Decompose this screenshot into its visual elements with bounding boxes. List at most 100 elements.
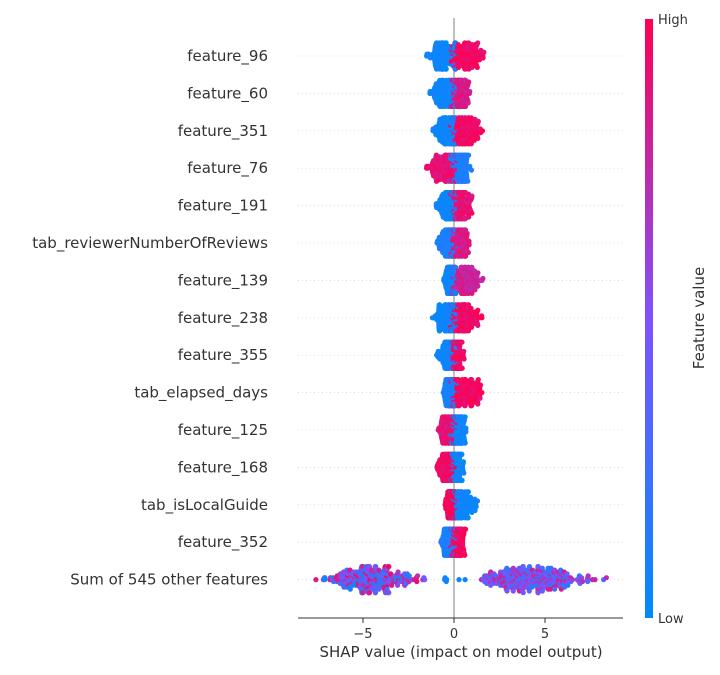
shap-point — [462, 414, 468, 420]
shap-point — [479, 315, 485, 321]
shap-point — [475, 283, 481, 289]
shap-point — [467, 88, 473, 95]
feature-label: feature_125 — [178, 421, 268, 440]
shap-point — [468, 167, 475, 173]
shap-point — [504, 588, 510, 594]
shap-point — [468, 141, 474, 147]
feature-label: feature_191 — [178, 197, 268, 216]
x-tick-label: 0 — [450, 627, 458, 642]
shap-point — [466, 214, 472, 220]
shap-point — [453, 290, 459, 296]
x-tick-label: 5 — [541, 627, 549, 642]
shap-point — [462, 103, 469, 109]
x-tick-label: −5 — [353, 627, 372, 642]
shap-point — [466, 152, 472, 158]
feature-label: feature_60 — [187, 84, 268, 103]
shap-point — [547, 586, 554, 592]
shap-point — [372, 590, 379, 596]
shap-point — [462, 403, 468, 409]
shap-point — [466, 238, 472, 244]
shap-point — [347, 586, 353, 592]
shap-point — [552, 586, 558, 592]
shap-point — [565, 582, 571, 588]
colorbar-title: Feature value — [690, 267, 708, 369]
feature-label: tab_isLocalGuide — [141, 496, 268, 515]
shap-point — [388, 571, 394, 577]
feature-label: Sum of 545 other features — [70, 571, 268, 589]
shap-point — [462, 552, 468, 558]
shap-point — [474, 64, 480, 70]
shap-point — [539, 565, 545, 571]
shap-point — [535, 590, 541, 596]
shap-point — [480, 275, 486, 282]
swarm-points — [313, 40, 610, 596]
feature-label: feature_168 — [178, 458, 268, 477]
shap-point — [463, 425, 469, 431]
shap-point — [373, 564, 379, 570]
shap-point — [475, 307, 481, 313]
shap-point — [603, 575, 610, 581]
shap-point — [465, 328, 472, 334]
shap-point — [443, 66, 449, 72]
shap-point — [477, 382, 484, 388]
shap-point — [459, 339, 465, 345]
feature-label: feature_238 — [178, 309, 268, 328]
shap-point — [481, 49, 487, 55]
feature-labels: feature_96 feature_60 feature_351 feature_7… — [32, 47, 268, 589]
shap-point — [466, 79, 472, 85]
shap-point — [465, 489, 471, 495]
feature-label: feature_96 — [187, 47, 268, 66]
shap-point — [463, 429, 469, 435]
shap-point — [443, 40, 449, 46]
shap-point — [415, 573, 421, 579]
feature-label: tab_elapsed_days — [134, 384, 268, 403]
shap-point — [414, 578, 420, 585]
shap-point — [480, 55, 486, 61]
shap-point — [422, 577, 428, 583]
shap-point — [469, 403, 475, 409]
shap-point — [472, 287, 478, 293]
shap-point — [461, 348, 467, 354]
shap-point — [366, 590, 373, 596]
feature-label: feature_355 — [178, 346, 268, 365]
shap-point — [539, 588, 546, 594]
shap-point — [459, 365, 465, 371]
shap-point — [520, 590, 526, 596]
shap-point — [474, 498, 481, 504]
shap-point — [456, 577, 462, 583]
x-axis-ticks: −5 0 5 — [353, 618, 549, 642]
shap-point — [475, 322, 481, 328]
shap-point — [479, 390, 485, 396]
shap-point — [526, 588, 532, 594]
feature-label: feature_76 — [187, 159, 268, 178]
shap-point — [520, 564, 526, 570]
shap-point — [463, 526, 469, 532]
shap-point — [467, 494, 474, 500]
colorbar-high-label: High — [658, 13, 688, 28]
shap-point — [592, 577, 598, 583]
feature-label: feature_139 — [178, 271, 268, 290]
shap-point — [462, 577, 468, 583]
shap-point — [386, 590, 392, 596]
shap-point — [469, 290, 475, 296]
shap-point — [564, 571, 570, 577]
colorbar — [645, 19, 653, 618]
shap-point — [475, 40, 481, 46]
shap-point — [585, 573, 591, 579]
shap-point — [313, 577, 319, 583]
shap-point — [569, 577, 576, 583]
shap-point — [466, 242, 472, 248]
shap-point — [580, 578, 586, 585]
shap-point — [453, 264, 459, 270]
shap-point — [461, 356, 467, 362]
shap-point — [468, 377, 475, 383]
shap-point — [468, 305, 474, 311]
shap-point — [473, 504, 479, 510]
shap-point — [475, 377, 481, 383]
feature-label: tab_reviewerNumberOfReviews — [32, 234, 268, 253]
shap-point — [464, 230, 470, 237]
shap-point — [460, 459, 466, 465]
shap-point — [465, 515, 471, 521]
shap-point — [585, 578, 591, 585]
shap-point — [322, 575, 328, 581]
